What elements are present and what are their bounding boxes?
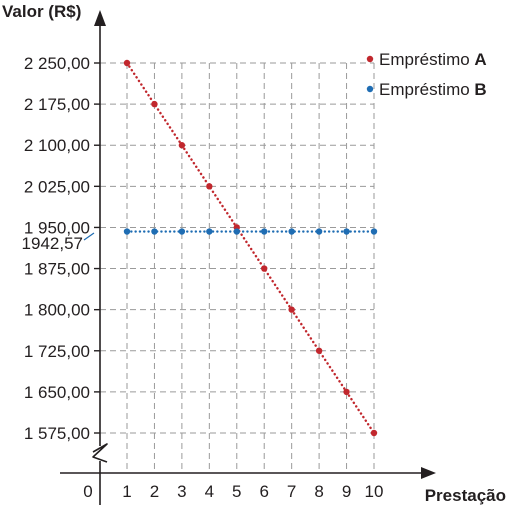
x-axis-title: Prestação <box>425 486 506 505</box>
x-tick-label: 5 <box>232 482 241 501</box>
y-axis-arrow <box>94 10 106 26</box>
data-point-B <box>151 228 158 235</box>
x-axis-arrow <box>421 467 436 479</box>
data-point-A <box>261 265 268 272</box>
x-tick-label: 6 <box>259 482 268 501</box>
y-tick-label: 2 100,00 <box>24 136 90 155</box>
annotation: 1942,57 <box>22 232 95 253</box>
y-tick-label: 2 025,00 <box>24 177 90 196</box>
y-axis-title: Valor (R$) <box>2 2 81 21</box>
data-point-A <box>370 429 378 437</box>
data-point-B <box>343 228 350 235</box>
data-point-A <box>178 142 186 149</box>
y-tick-label: 1 725,00 <box>24 342 90 361</box>
data-point-B <box>288 228 295 235</box>
x-ticks: 1 2 3 4 5 6 7 8 9 10 <box>122 482 383 501</box>
data-point-B <box>178 228 186 235</box>
x-tick-label: 9 <box>342 482 351 501</box>
x-tick-label: 2 <box>150 482 159 501</box>
x-tick-label: 3 <box>177 482 186 501</box>
legend-label-B: Empréstimo B <box>379 80 487 99</box>
data-point-A <box>315 347 323 354</box>
y-tick-label: 1 575,00 <box>24 424 90 443</box>
data-point-B <box>370 228 378 235</box>
x-tick-label: 8 <box>314 482 323 501</box>
data-point-A <box>206 183 213 190</box>
data-point-B <box>315 228 323 235</box>
y-tick-label: 1 875,00 <box>24 260 90 279</box>
x-tick-label: 1 <box>122 482 131 501</box>
data-point-B <box>206 228 213 235</box>
data-point-B <box>261 228 268 235</box>
x-tick-label: 7 <box>287 482 296 501</box>
x-tick-label: 4 <box>205 482 214 501</box>
series-lines <box>125 61 376 435</box>
origin-label: 0 <box>83 482 92 501</box>
annotation-label: 1942,57 <box>22 234 83 253</box>
y-tick-label: 1 800,00 <box>24 301 90 320</box>
series-line-A <box>125 61 376 435</box>
axis-break-icon <box>92 443 108 463</box>
y-tick-label: 1 950,00 <box>24 218 90 237</box>
x-tick-label: 10 <box>365 482 384 501</box>
legend: Empréstimo A Empréstimo B <box>366 50 487 99</box>
y-tick-label: 2 250,00 <box>24 54 90 73</box>
y-ticks: 2 250,00 2 175,00 2 100,00 2 025,00 1 950,00… <box>24 54 100 443</box>
y-tick-label: 1 650,00 <box>24 383 90 402</box>
legend-label-A: Empréstimo A <box>379 50 487 69</box>
annotation-leader <box>83 232 95 241</box>
data-point-A <box>151 100 158 108</box>
data-point-B <box>123 228 131 235</box>
data-point-B <box>233 228 240 235</box>
data-point-A <box>123 59 131 67</box>
legend-marker-B <box>366 85 374 93</box>
y-tick-label: 2 175,00 <box>24 95 90 114</box>
data-point-A <box>343 388 350 396</box>
data-point-A <box>288 306 295 313</box>
data-points <box>123 59 378 437</box>
grid <box>100 62 375 473</box>
legend-marker-A <box>366 55 374 63</box>
